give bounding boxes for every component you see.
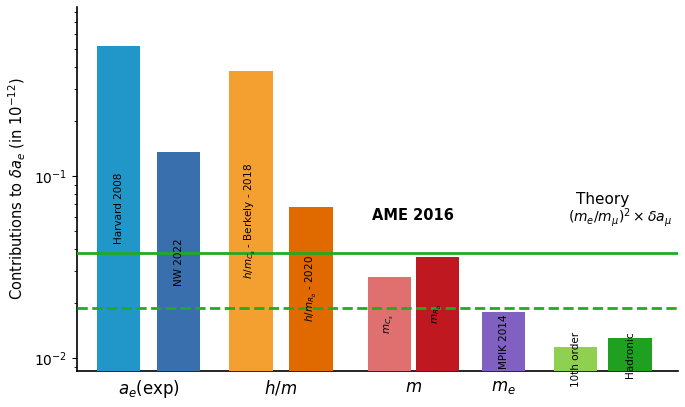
- Bar: [482, 312, 525, 407]
- Text: NW 2022: NW 2022: [174, 238, 184, 286]
- Bar: [157, 153, 201, 407]
- Text: Hadronic: Hadronic: [625, 331, 635, 378]
- Bar: [554, 347, 597, 407]
- Text: MPIK 2014: MPIK 2014: [499, 314, 508, 369]
- Bar: [229, 70, 273, 407]
- Bar: [608, 337, 651, 407]
- Text: $h/m_{R_b}$ - 2020: $h/m_{R_b}$ - 2020: [303, 256, 319, 322]
- Bar: [97, 46, 140, 407]
- Text: AME 2016: AME 2016: [373, 208, 454, 223]
- Bar: [290, 207, 333, 407]
- Text: $m_{R_b}$: $m_{R_b}$: [431, 304, 444, 324]
- Text: 10th order: 10th order: [571, 332, 581, 387]
- Text: Harvard 2008: Harvard 2008: [114, 173, 123, 244]
- Bar: [416, 257, 459, 407]
- Text: $h/m_{C_s}$ - Berkely - 2018: $h/m_{C_s}$ - Berkely - 2018: [243, 163, 258, 279]
- Text: $(m_e/m_\mu)^2 \times \delta a_\mu$: $(m_e/m_\mu)^2 \times \delta a_\mu$: [568, 206, 672, 229]
- Text: Theory: Theory: [576, 192, 630, 207]
- Text: $m_{C_s}$: $m_{C_s}$: [383, 314, 396, 334]
- Y-axis label: Contributions to $\delta a_e$ (in $10^{-12}$): Contributions to $\delta a_e$ (in $10^{-…: [7, 78, 28, 300]
- Bar: [368, 277, 411, 407]
